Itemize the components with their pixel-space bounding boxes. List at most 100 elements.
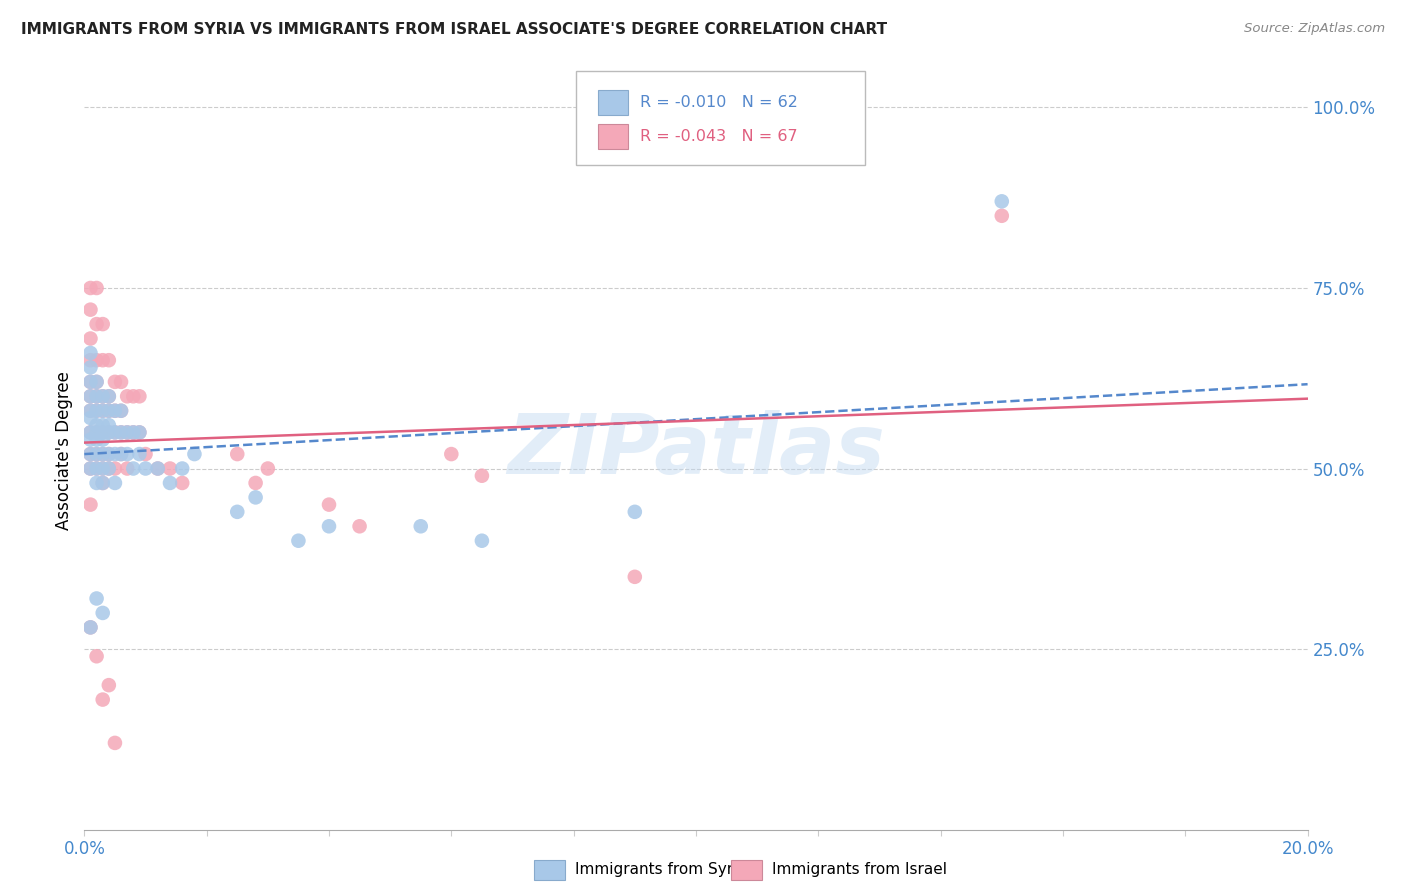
- Text: IMMIGRANTS FROM SYRIA VS IMMIGRANTS FROM ISRAEL ASSOCIATE'S DEGREE CORRELATION C: IMMIGRANTS FROM SYRIA VS IMMIGRANTS FROM…: [21, 22, 887, 37]
- Point: [135, 447, 157, 461]
- Point: [97, 353, 120, 368]
- Text: Immigrants from Israel: Immigrants from Israel: [772, 863, 946, 877]
- Point: [91, 403, 114, 417]
- Point: [110, 447, 132, 461]
- Point: [91, 418, 114, 433]
- Point: [91, 475, 114, 490]
- Point: [86, 425, 108, 440]
- Point: [79, 461, 101, 475]
- Point: [79, 389, 101, 403]
- Point: [97, 461, 120, 475]
- Point: [86, 281, 108, 295]
- Point: [79, 498, 101, 512]
- Point: [79, 281, 101, 295]
- Point: [624, 505, 647, 519]
- Point: [440, 447, 463, 461]
- Point: [97, 425, 120, 440]
- Point: [110, 425, 132, 440]
- Point: [86, 461, 108, 475]
- Point: [97, 389, 120, 403]
- Point: [409, 519, 432, 533]
- Point: [91, 461, 114, 475]
- Point: [159, 475, 181, 490]
- Point: [245, 491, 267, 505]
- Point: [79, 332, 101, 346]
- Text: Source: ZipAtlas.com: Source: ZipAtlas.com: [1244, 22, 1385, 36]
- Point: [128, 425, 150, 440]
- Point: [128, 425, 150, 440]
- Point: [79, 375, 101, 389]
- Point: [79, 403, 101, 417]
- Point: [86, 403, 108, 417]
- Point: [86, 425, 108, 440]
- Point: [226, 505, 249, 519]
- Point: [79, 433, 101, 447]
- Point: [97, 418, 120, 433]
- Point: [110, 447, 132, 461]
- Point: [91, 389, 114, 403]
- Point: [86, 591, 108, 606]
- Point: [79, 425, 101, 440]
- Point: [135, 461, 157, 475]
- Point: [86, 461, 108, 475]
- Point: [122, 461, 145, 475]
- Point: [91, 425, 114, 440]
- Point: [79, 403, 101, 417]
- Point: [91, 461, 114, 475]
- Point: [91, 475, 114, 490]
- Point: [79, 461, 101, 475]
- Point: [122, 425, 145, 440]
- Point: [349, 519, 371, 533]
- Point: [97, 389, 120, 403]
- Point: [97, 678, 120, 692]
- Text: Immigrants from Syria: Immigrants from Syria: [575, 863, 747, 877]
- Point: [86, 403, 108, 417]
- Point: [86, 375, 108, 389]
- Point: [115, 389, 138, 403]
- Point: [172, 475, 194, 490]
- Point: [86, 389, 108, 403]
- Point: [104, 425, 127, 440]
- Point: [146, 461, 169, 475]
- Point: [318, 519, 340, 533]
- Point: [86, 389, 108, 403]
- Point: [79, 346, 101, 360]
- Point: [122, 425, 145, 440]
- Point: [104, 425, 127, 440]
- Point: [91, 433, 114, 447]
- Point: [97, 403, 120, 417]
- Point: [91, 447, 114, 461]
- Point: [79, 425, 101, 440]
- Point: [104, 475, 127, 490]
- Point: [110, 375, 132, 389]
- Point: [245, 475, 267, 490]
- Point: [97, 425, 120, 440]
- Point: [79, 620, 101, 634]
- Point: [91, 447, 114, 461]
- Point: [91, 317, 114, 331]
- Point: [79, 447, 101, 461]
- Point: [97, 403, 120, 417]
- Point: [146, 461, 169, 475]
- Point: [226, 447, 249, 461]
- Point: [110, 403, 132, 417]
- Point: [86, 375, 108, 389]
- Point: [318, 498, 340, 512]
- Point: [104, 403, 127, 417]
- Point: [86, 353, 108, 368]
- Point: [624, 570, 647, 584]
- Point: [257, 461, 280, 475]
- Point: [91, 606, 114, 620]
- Point: [183, 447, 205, 461]
- Point: [86, 317, 108, 331]
- Point: [86, 447, 108, 461]
- Point: [115, 425, 138, 440]
- Point: [991, 209, 1014, 223]
- Point: [104, 447, 127, 461]
- Point: [122, 389, 145, 403]
- Point: [79, 389, 101, 403]
- Point: [79, 302, 101, 317]
- Y-axis label: Associate's Degree: Associate's Degree: [55, 371, 73, 530]
- Point: [115, 425, 138, 440]
- Point: [91, 353, 114, 368]
